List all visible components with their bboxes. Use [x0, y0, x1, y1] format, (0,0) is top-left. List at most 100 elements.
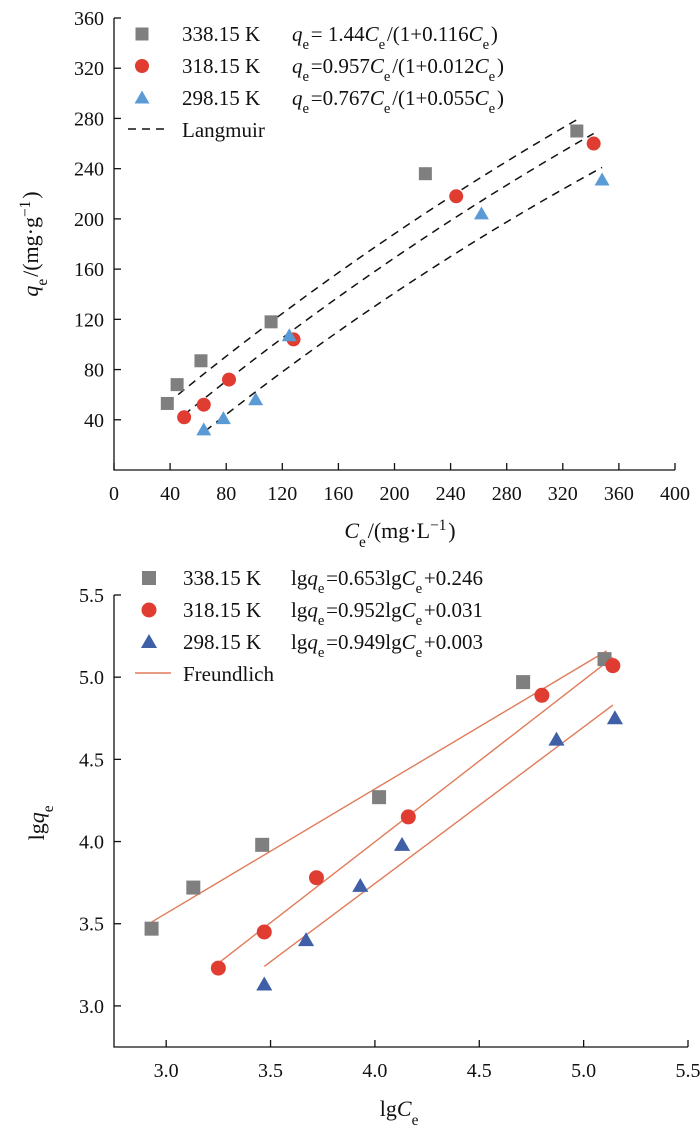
data-point-s1-5	[605, 658, 621, 674]
fit-line-0	[151, 650, 607, 923]
y-tick-label: 5.5	[79, 585, 104, 607]
y-tick-label: 80	[84, 360, 104, 382]
fit-line-0	[166, 119, 578, 405]
y-tick-label: 360	[74, 8, 104, 30]
data-point-s2-1	[297, 932, 315, 947]
legend-equation-0: lgqe =0.653lgCe +0.246	[291, 566, 483, 597]
x-tick-label: 200	[380, 483, 410, 505]
x-tick-label: 400	[660, 483, 690, 505]
data-point-s0-3	[372, 790, 387, 805]
data-point-s1-0	[210, 960, 226, 976]
data-point-s1-1	[196, 397, 211, 412]
legend-marker-2	[134, 90, 150, 104]
legend-series-name-2: 298.15 K	[183, 630, 261, 654]
x-tick-label: 4.0	[362, 1060, 387, 1082]
x-tick-label: 160	[323, 483, 353, 505]
x-tick-label: 3.0	[154, 1060, 179, 1082]
data-point-s1-3	[400, 809, 416, 825]
data-point-s0-2	[255, 837, 270, 852]
x-tick-label: 3.5	[258, 1060, 283, 1082]
legend-equation-2: lgqe =0.949lgCe +0.003	[291, 630, 483, 661]
data-point-s1-0	[177, 410, 192, 425]
data-point-s2-5	[594, 172, 610, 186]
x-tick-label: 5.0	[571, 1060, 596, 1082]
legend-marker-2	[140, 634, 158, 648]
data-point-s2-4	[548, 731, 565, 746]
legend-equation-1: qe =0.957Ce /(1+0.012Ce )	[292, 54, 504, 85]
x-tick-label: 120	[267, 483, 297, 505]
x-tick-label: 80	[216, 483, 236, 505]
legend-marker-0	[135, 27, 149, 41]
data-point-s0-3	[264, 315, 278, 329]
y-tick-label: 4.0	[79, 832, 104, 854]
legend-marker-1	[135, 59, 149, 73]
y-tick-label: 40	[84, 410, 104, 432]
data-point-s1-1	[256, 924, 272, 940]
legend-equation-1: lgqe =0.952lgCe +0.031	[291, 598, 483, 629]
legend-series-name-0: 338.15 K	[182, 22, 260, 46]
y-tick-label: 280	[74, 108, 104, 130]
y-axis-label: qe /(mg·g−1 )	[17, 191, 51, 296]
data-point-s2-3	[393, 836, 411, 851]
data-point-s1-5	[586, 136, 601, 151]
y-tick-label: 5.0	[79, 667, 104, 689]
y-tick-label: 240	[74, 159, 104, 181]
data-point-s0-0	[144, 921, 159, 936]
data-point-s0-4	[516, 675, 531, 690]
data-point-s2-0	[196, 422, 212, 436]
fit-line-2	[263, 704, 614, 968]
data-point-s2-3	[281, 328, 297, 342]
x-tick-label: 360	[604, 483, 634, 505]
legend-series-name-1: 318.15 K	[183, 598, 261, 622]
data-point-s1-2	[308, 870, 324, 886]
data-point-s0-0	[160, 396, 174, 410]
x-tick-label: 240	[436, 483, 466, 505]
y-tick-label: 320	[74, 58, 104, 80]
x-tick-label: 4.5	[467, 1060, 492, 1082]
y-tick-label: 4.5	[79, 749, 104, 771]
langmuir-chart: 0 40 80 120 160 200 240 280 320 360 400 40 80 120 160 2…	[17, 8, 691, 551]
fit-line-1	[217, 656, 614, 964]
y-tick-label: 200	[74, 209, 104, 231]
data-point-s1-2	[222, 372, 237, 387]
y-tick-label: 3.0	[79, 996, 104, 1018]
data-point-s0-4	[418, 167, 432, 181]
x-tick-label: 320	[548, 483, 578, 505]
data-point-s2-4	[473, 206, 489, 220]
legend-fit-label: Langmuir	[182, 118, 265, 142]
legend-series-name-2: 298.15 K	[182, 86, 260, 110]
y-axis-label: lgqe	[24, 804, 57, 841]
x-tick-label: 280	[492, 483, 522, 505]
data-point-s2-5	[606, 710, 623, 725]
x-tick-label: 0	[109, 483, 119, 505]
x-axis-label: Ce /(mg·L−1 )	[344, 517, 455, 551]
legend-series-name-1: 318.15 K	[182, 54, 260, 78]
legend-marker-0	[142, 571, 156, 585]
fit-line-2	[204, 166, 603, 432]
data-point-s2-2	[352, 877, 369, 892]
legend-fit-label: Freundlich	[183, 662, 274, 686]
data-point-s0-1	[170, 378, 184, 392]
data-point-s2-1	[215, 411, 231, 425]
data-point-s0-1	[186, 880, 201, 895]
y-tick-label: 160	[74, 259, 104, 281]
x-tick-label: 40	[160, 483, 180, 505]
data-point-s1-4	[534, 687, 550, 703]
legend-equation-0: qe = 1.44Ce /(1+0.116Ce )	[292, 22, 498, 53]
x-tick-label: 5.5	[676, 1060, 700, 1082]
legend-equation-2: qe =0.767Ce /(1+0.055Ce )	[292, 86, 504, 117]
x-axis-label: lgCe	[380, 1096, 421, 1129]
data-point-s2-2	[248, 392, 264, 406]
data-point-s2-0	[256, 976, 273, 991]
legend-marker-1	[141, 602, 157, 618]
freundlich-chart: 3.0 3.5 4.0 4.5 5.0 5.5 3.0 3.5 4.0 4.5 5.0 5.5 lgCe…	[24, 566, 700, 1129]
data-point-s1-4	[449, 189, 464, 204]
data-point-s0-5	[570, 124, 584, 138]
fit-line-1	[183, 132, 595, 416]
y-tick-label: 120	[74, 309, 104, 331]
data-point-s0-2	[194, 354, 208, 368]
legend-series-name-0: 338.15 K	[183, 566, 261, 590]
axes-frame	[113, 595, 688, 1048]
y-tick-label: 3.5	[79, 914, 104, 936]
